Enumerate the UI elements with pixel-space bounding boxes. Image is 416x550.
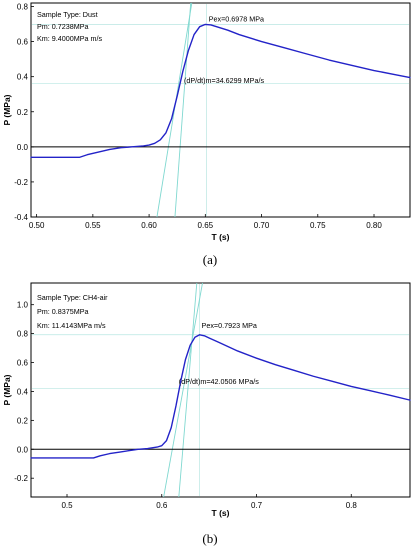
x-axis-label: T (s) [212, 508, 230, 518]
annotation-pex: Pex=0.7923 MPa [202, 321, 257, 330]
series-layer [30, 23, 411, 159]
tangent-line [174, 2, 192, 218]
annotations: Pex=0.7923 MPa (dP/dt)m=42.0506 MPa/s [179, 321, 260, 386]
y-tick-label: 0.6 [17, 359, 29, 368]
tangent-line [178, 282, 198, 498]
x-tick-label: 0.50 [29, 221, 45, 230]
x-tick-label: 0.55 [85, 221, 101, 230]
chart-panel-b: 0.5 0.6 0.7 0.8 -0.2 0.0 0.2 0.4 0.6 0.8 1.0 Sampl… [2, 282, 411, 546]
y-tick-label: 0.8 [17, 330, 29, 339]
info-box: Sample Type: CH4-air Pm: 0.8375MPa Km: 1… [37, 293, 108, 330]
series-layer [30, 334, 411, 459]
panel-label-a: (a) [203, 252, 217, 267]
annotations: Pex=0.6978 MPa (dP/dt)m=34.6299 MPa/s [184, 14, 265, 84]
x-tick-label: 0.75 [310, 221, 326, 230]
x-tick-label: 0.70 [254, 221, 270, 230]
y-tick-label: 0.4 [17, 73, 29, 82]
x-tick-label: 0.7 [251, 501, 263, 510]
y-tick-label: -0.2 [14, 178, 28, 187]
plot-frame [30, 2, 411, 218]
y-tick-label: -0.4 [14, 213, 28, 222]
annotation-pex: Pex=0.6978 MPa [209, 14, 264, 23]
reference-lines [32, 284, 409, 496]
x-tick-label: 0.80 [366, 221, 382, 230]
x-axis-label: T (s) [212, 232, 230, 242]
y-tick-label: 0.6 [17, 38, 29, 47]
y-tick-label: -0.2 [14, 474, 28, 483]
info-pm: Pm: 0.8375MPa [37, 307, 89, 316]
info-sample-type: Sample Type: Dust [37, 10, 98, 19]
info-km: Km: 9.4000MPa m/s [37, 34, 103, 43]
x-tick-label: 0.5 [61, 501, 73, 510]
y-tick-label: 0.2 [17, 416, 29, 425]
info-km: Km: 11.4143MPa m/s [37, 321, 106, 330]
axis-ticks: 0.5 0.6 0.7 0.8 -0.2 0.0 0.2 0.4 0.6 0.8 1.0 [14, 301, 357, 510]
y-tick-label: 0.0 [17, 445, 29, 454]
y-axis-label: P (MPa) [2, 94, 12, 125]
reference-lines [32, 4, 409, 216]
series-line [30, 334, 411, 459]
y-tick-label: 0.8 [17, 3, 29, 12]
series-line [30, 23, 411, 159]
info-box: Sample Type: Dust Pm: 0.7238MPa Km: 9.40… [37, 10, 103, 43]
axis-ticks: 0.50 0.55 0.60 0.65 0.70 0.75 0.80 -0.4 -0.2 0.0 0… [14, 3, 382, 230]
plot-frame [30, 282, 411, 498]
annotation-dpdt: (dP/dt)m=34.6299 MPa/s [184, 76, 265, 85]
y-tick-label: 0.4 [17, 387, 29, 396]
info-pm: Pm: 0.7238MPa [37, 22, 89, 31]
chart-panel-a: 0.50 0.55 0.60 0.65 0.70 0.75 0.80 -0.4 -0.2 0.0 0… [2, 2, 411, 267]
y-tick-label: 0.0 [17, 143, 29, 152]
annotation-dpdt: (dP/dt)m=42.0506 MPa/s [179, 377, 260, 386]
info-sample-type: Sample Type: CH4-air [37, 293, 108, 302]
x-tick-label: 0.6 [156, 501, 168, 510]
y-axis-label: P (MPa) [2, 374, 12, 405]
x-tick-label: 0.8 [346, 501, 358, 510]
tangent-line [163, 282, 203, 498]
x-tick-label: 0.60 [141, 221, 157, 230]
x-tick-label: 0.65 [198, 221, 214, 230]
y-tick-label: 0.2 [17, 108, 29, 117]
tangent-lines [163, 282, 203, 498]
y-tick-label: 1.0 [17, 301, 29, 310]
panel-label-b: (b) [202, 531, 217, 546]
